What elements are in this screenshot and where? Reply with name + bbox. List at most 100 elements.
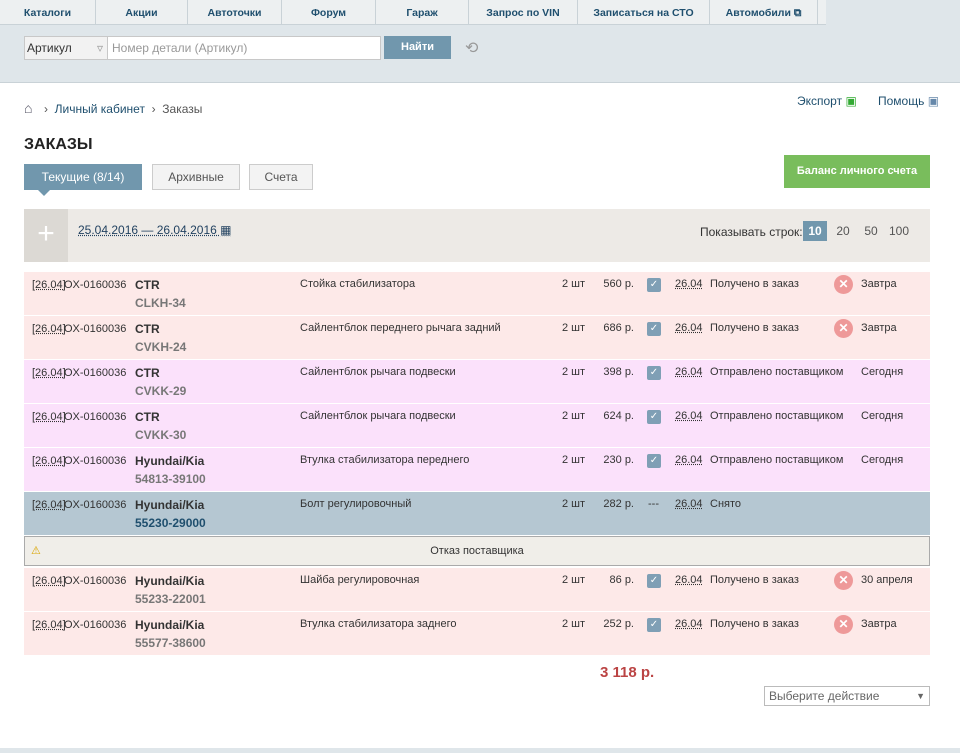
article[interactable]: CVKH-24 xyxy=(135,340,187,354)
quantity: 2 шт xyxy=(562,574,586,586)
cancel-icon[interactable]: ✕ xyxy=(834,571,853,590)
action-select[interactable]: Выберите действие ▼ xyxy=(764,686,930,706)
price: 560 р. xyxy=(603,278,634,290)
select-text: Артикул xyxy=(27,41,72,55)
order-row[interactable]: [26.04] OX-0160036 CTR CVKK-30 Сайлентблок р… xyxy=(24,404,930,448)
nav-item[interactable]: Каталоги xyxy=(0,0,96,24)
history-icon[interactable]: ⟲ xyxy=(465,40,479,57)
quantity: 2 шт xyxy=(562,322,586,334)
nav-item[interactable]: Форум xyxy=(282,0,376,24)
order-row[interactable]: [26.04] OX-0160036 CTR CLKH-34 Стойка стабил… xyxy=(24,272,930,316)
status: Отправлено поставщиком xyxy=(710,454,844,466)
tab-arrow xyxy=(38,190,50,202)
order-row[interactable]: [26.04] OX-0160036 CTR CVKH-24 Сайлентблок п… xyxy=(24,316,930,360)
balance-button[interactable]: Баланс личного счета xyxy=(784,155,930,188)
cancel-icon[interactable]: ✕ xyxy=(834,319,853,338)
rows-option[interactable]: 10 xyxy=(803,221,827,241)
part-name: Втулка стабилизатора заднего xyxy=(300,618,457,630)
delivery: Сегодня xyxy=(861,366,904,378)
nav-item[interactable]: Гараж xyxy=(376,0,469,24)
export-link[interactable]: Экспорт ▣ xyxy=(797,94,857,108)
order-row[interactable]: [26.04] OX-0160036 Hyundai/Kia 55233-22001 Ш… xyxy=(24,568,930,612)
status-date[interactable]: 26.04 xyxy=(675,366,703,378)
quantity: 2 шт xyxy=(562,618,586,630)
tab[interactable]: Архивные xyxy=(152,164,240,190)
article[interactable]: 55577-38600 xyxy=(135,636,206,650)
rows-option[interactable]: 50 xyxy=(864,224,878,238)
search-input[interactable]: Номер детали (Артикул) xyxy=(107,36,381,60)
nav-item[interactable]: Автомобили ⧉ xyxy=(710,0,818,24)
status: Снято xyxy=(710,498,742,510)
price: 398 р. xyxy=(603,366,634,378)
quantity: 2 шт xyxy=(562,366,586,378)
help-link[interactable]: Помощь ▣ xyxy=(878,94,940,108)
cancel-icon[interactable]: ✕ xyxy=(834,615,853,634)
order-date[interactable]: [26.04] xyxy=(32,455,66,467)
brand: Hyundai/Kia xyxy=(135,574,205,588)
search-type[interactable]: Артикул ▿ xyxy=(24,36,108,60)
article[interactable]: 55233-22001 xyxy=(135,592,206,606)
article[interactable]: 54813-39100 xyxy=(135,472,206,486)
rows-option[interactable]: 100 xyxy=(888,224,910,238)
article[interactable]: CVKK-30 xyxy=(135,428,187,442)
add-button[interactable]: + xyxy=(24,209,68,262)
checkbox[interactable]: ✓ xyxy=(647,574,661,588)
total: 3 118 р. xyxy=(600,664,655,681)
date-range[interactable]: 25.04.2016 — 26.04.2016 ▦ xyxy=(78,223,232,237)
brand: CTR xyxy=(135,366,160,380)
delivery: Завтра xyxy=(861,322,897,334)
status-date[interactable]: 26.04 xyxy=(675,498,703,510)
external-icon: ⧉ xyxy=(793,7,802,19)
order-row[interactable]: [26.04] OX-0160036 Hyundai/Kia 55230-29000 Б… xyxy=(24,492,930,536)
rows-option[interactable]: 20 xyxy=(836,224,850,238)
search-button[interactable]: Найти xyxy=(384,36,451,59)
notice-text: Отказ поставщика xyxy=(430,545,524,557)
order-date[interactable]: [26.04] xyxy=(32,323,66,335)
nav-item[interactable]: Запрос по VIN xyxy=(469,0,578,24)
cancel-icon[interactable]: ✕ xyxy=(834,275,853,294)
nav-item[interactable]: Записаться на СТО xyxy=(578,0,710,24)
brand: Hyundai/Kia xyxy=(135,618,205,632)
article[interactable]: 55230-29000 xyxy=(135,516,206,530)
order-date[interactable]: [26.04] xyxy=(32,279,66,291)
breadcrumb[interactable]: Личный кабинет xyxy=(54,102,145,116)
nav-item[interactable]: Акции xyxy=(96,0,188,24)
home-icon[interactable]: ⌂ xyxy=(24,100,33,116)
status-date[interactable]: 26.04 xyxy=(675,278,703,290)
status-date[interactable]: 26.04 xyxy=(675,322,703,334)
status-date[interactable]: 26.04 xyxy=(675,618,703,630)
quantity: 2 шт xyxy=(562,498,586,510)
article[interactable]: CVKK-29 xyxy=(135,384,187,398)
delivery: Сегодня xyxy=(861,410,904,422)
order-row[interactable]: [26.04] OX-0160036 CTR CVKK-29 Сайлентблок р… xyxy=(24,360,930,404)
nav-item[interactable]: Автоточки xyxy=(188,0,282,24)
tab[interactable]: Счета xyxy=(249,164,313,190)
tab-active[interactable]: Текущие (8/14) xyxy=(24,164,142,190)
check-empty: --- xyxy=(648,498,659,510)
order-date[interactable]: [26.04] xyxy=(32,499,66,511)
part-name: Стойка стабилизатора xyxy=(300,278,416,290)
order-date[interactable]: [26.04] xyxy=(32,411,66,423)
order-date[interactable]: [26.04] xyxy=(32,619,66,631)
status-date[interactable]: 26.04 xyxy=(675,410,703,422)
checkbox[interactable]: ✓ xyxy=(647,618,661,632)
checkbox[interactable]: ✓ xyxy=(647,278,661,292)
brand: CTR xyxy=(135,278,160,292)
order-row[interactable]: [26.04] OX-0160036 Hyundai/Kia 55577-38600 В… xyxy=(24,612,930,656)
status-date[interactable]: 26.04 xyxy=(675,574,703,586)
price: 230 р. xyxy=(603,454,634,466)
checkbox[interactable]: ✓ xyxy=(647,410,661,424)
status: Получено в заказ xyxy=(710,278,799,290)
price: 686 р. xyxy=(603,322,634,334)
article[interactable]: CLKH-34 xyxy=(135,296,186,310)
brand: Hyundai/Kia xyxy=(135,454,205,468)
checkbox[interactable]: ✓ xyxy=(647,322,661,336)
order-date[interactable]: [26.04] xyxy=(32,575,66,587)
checkbox[interactable]: ✓ xyxy=(647,366,661,380)
order-date[interactable]: [26.04] xyxy=(32,367,66,379)
checkbox[interactable]: ✓ xyxy=(647,454,661,468)
status-date[interactable]: 26.04 xyxy=(675,454,703,466)
order-row[interactable]: [26.04] OX-0160036 Hyundai/Kia 54813-39100 В… xyxy=(24,448,930,492)
price: 252 р. xyxy=(603,618,634,630)
